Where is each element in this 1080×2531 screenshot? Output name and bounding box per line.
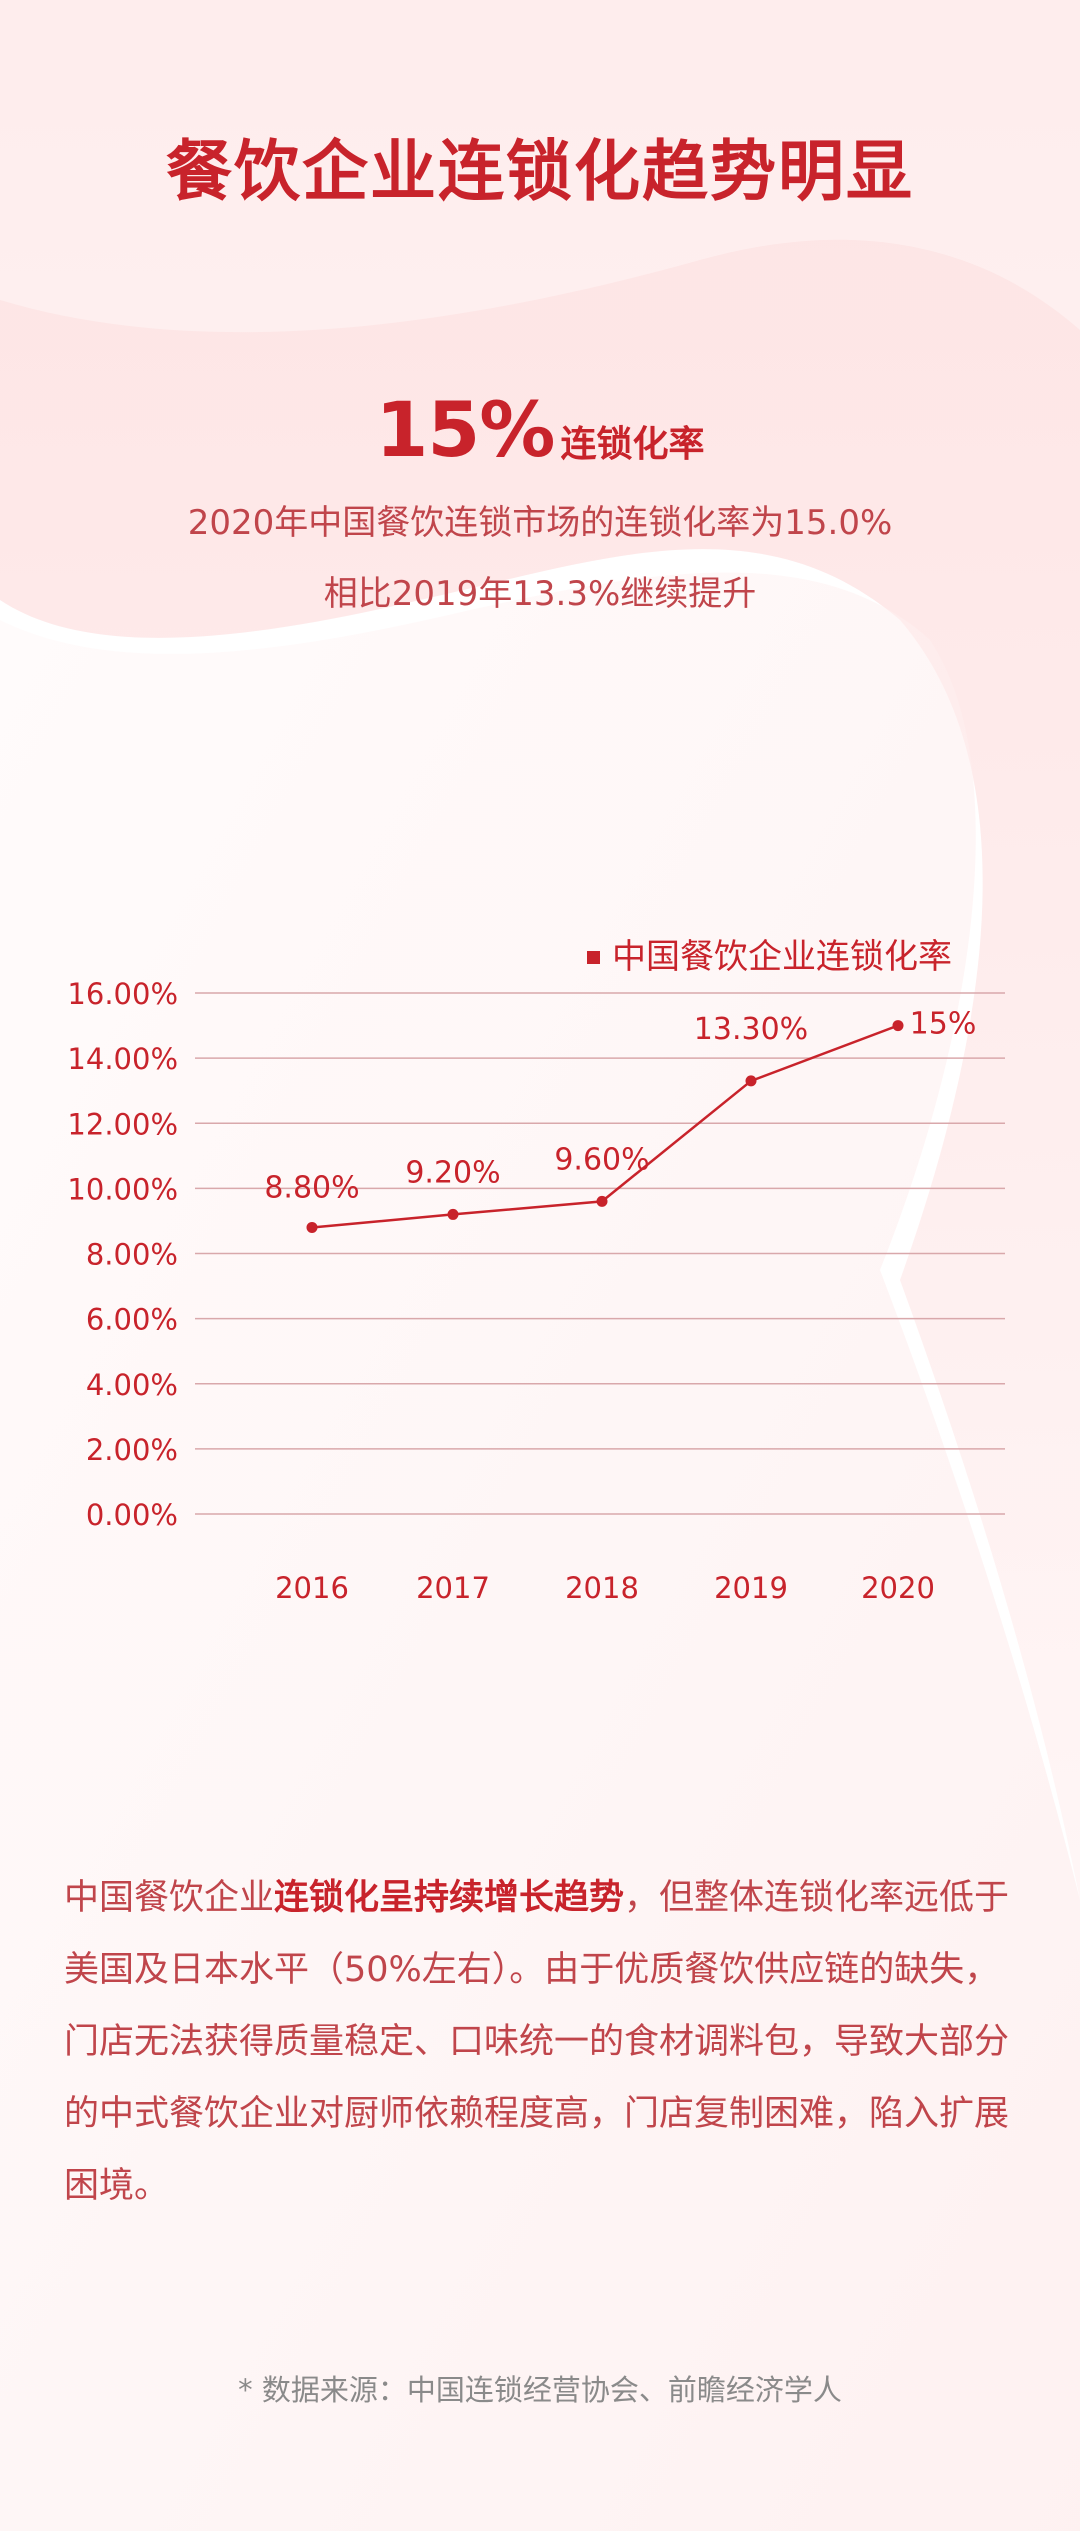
- data-point: [447, 1208, 459, 1220]
- data-label: 8.80%: [264, 1170, 359, 1205]
- chart-series: [306, 1020, 904, 1233]
- chart-data-labels: 8.80% 9.20% 9.60% 13.30% 15%: [264, 1007, 976, 1206]
- y-tick-label: 12.00%: [67, 1107, 178, 1141]
- headline-value: 15%: [375, 385, 556, 474]
- y-tick-label: 6.00%: [86, 1303, 178, 1337]
- chart-legend: 中国餐饮企业连锁化率: [587, 937, 952, 977]
- data-point: [596, 1195, 608, 1207]
- headline-label: 连锁化率: [560, 424, 705, 465]
- y-tick-label: 8.00%: [86, 1238, 178, 1272]
- x-tick-label: 2019: [714, 1571, 788, 1605]
- body-highlight: 连锁化呈持续增长趋势: [274, 1878, 625, 1918]
- body-pre: 中国餐饮企业: [64, 1878, 275, 1918]
- data-point: [892, 1020, 904, 1032]
- body-post: ，但整体连锁化率远低于美国及日本水平（50%左右）。由于优质餐饮供应链的缺失，门…: [64, 1878, 1010, 2206]
- chart-gridlines: [195, 992, 1005, 1515]
- page-title: 餐饮企业连锁化趋势明显: [166, 133, 914, 210]
- data-source: * 数据来源：中国连锁经营协会、前瞻经济学人: [238, 2373, 842, 2407]
- headline-line-1: 2020年中国餐饮连锁市场的连锁化率为15.0%: [187, 503, 893, 543]
- data-point: [306, 1221, 318, 1233]
- chart-y-ticks: 0.00% 2.00% 4.00% 6.00% 8.00% 10.00% 12.00% 14.…: [67, 977, 178, 1532]
- legend-swatch: [587, 951, 600, 964]
- y-tick-label: 10.00%: [67, 1172, 178, 1206]
- y-tick-label: 2.00%: [86, 1433, 178, 1467]
- y-tick-label: 14.00%: [67, 1042, 178, 1076]
- line-chart: 0.00% 2.00% 4.00% 6.00% 8.00% 10.00% 12.00% 14.…: [67, 937, 1005, 1605]
- headline-line-2: 相比2019年13.3%继续提升: [323, 574, 757, 614]
- y-tick-label: 4.00%: [86, 1368, 178, 1402]
- data-label: 9.20%: [405, 1155, 500, 1190]
- data-label: 13.30%: [694, 1012, 808, 1047]
- x-tick-label: 2018: [565, 1571, 639, 1605]
- y-tick-label: 0.00%: [86, 1498, 178, 1532]
- x-tick-label: 2017: [416, 1571, 490, 1605]
- data-label: 15%: [910, 1007, 977, 1042]
- headline: 15% 连锁化率: [0, 385, 1080, 474]
- chart-x-ticks: 2016 2017 2018 2019 2020: [275, 1571, 935, 1605]
- body-paragraph: 中国餐饮企业连锁化呈持续增长趋势，但整体连锁化率远低于美国及日本水平（50%左右…: [64, 1862, 1024, 2222]
- x-tick-label: 2016: [275, 1571, 349, 1605]
- data-label: 9.60%: [554, 1142, 649, 1177]
- y-tick-label: 16.00%: [67, 977, 178, 1011]
- x-tick-label: 2020: [861, 1571, 935, 1605]
- legend-label: 中国餐饮企业连锁化率: [612, 937, 952, 977]
- data-point: [745, 1075, 757, 1087]
